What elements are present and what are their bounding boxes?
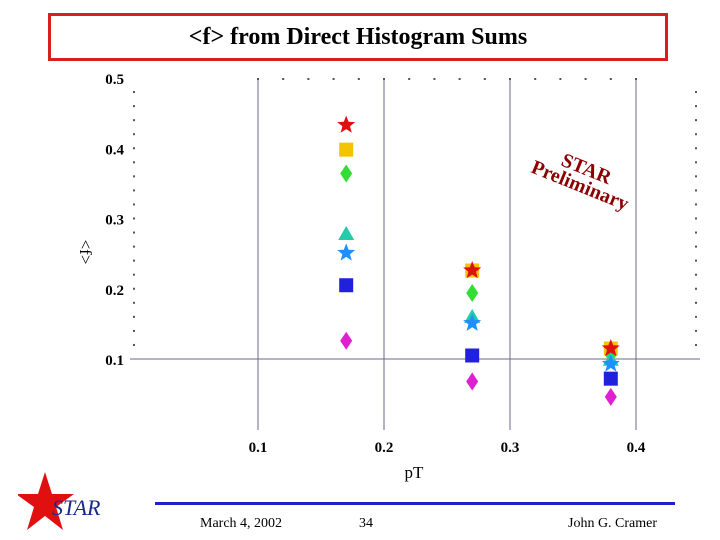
right-minor-tick xyxy=(695,315,697,318)
star-marker xyxy=(463,261,482,279)
square-marker xyxy=(603,371,618,386)
diamond-marker xyxy=(604,387,617,406)
top-minor-tick xyxy=(635,78,637,80)
top-minor-tick xyxy=(609,78,612,80)
right-minor-tick xyxy=(695,105,697,108)
square-marker xyxy=(339,142,354,157)
square-marker xyxy=(465,348,480,363)
left-minor-tick xyxy=(133,217,135,220)
top-minor-tick xyxy=(307,78,310,80)
right-minor-tick xyxy=(695,273,697,276)
diamond-marker xyxy=(466,372,479,391)
left-minor-tick xyxy=(133,189,135,192)
triangle-marker xyxy=(338,225,355,240)
data-markers xyxy=(337,115,620,406)
top-minor-tick xyxy=(584,78,587,80)
top-minor-tick xyxy=(559,78,562,80)
diamond-marker xyxy=(340,331,353,350)
left-minor-tick xyxy=(133,329,135,332)
right-minor-tick xyxy=(695,231,697,234)
left-minor-tick xyxy=(133,91,135,94)
left-minor-tick xyxy=(133,147,135,150)
y-tick-label: 0.1 xyxy=(105,353,124,369)
y-axis-title: <f> xyxy=(76,240,95,265)
top-minor-tick xyxy=(282,78,285,80)
left-minor-tick xyxy=(133,133,135,136)
footer-date: March 4, 2002 xyxy=(200,516,283,531)
top-minor-tick xyxy=(458,78,461,80)
y-tick-label: 0.3 xyxy=(105,213,124,229)
axis-ticks xyxy=(133,78,697,346)
right-minor-tick xyxy=(695,189,697,192)
left-minor-tick xyxy=(133,259,135,262)
right-minor-tick xyxy=(695,161,697,164)
left-minor-tick xyxy=(133,287,135,290)
x-tick-label: 0.4 xyxy=(627,440,646,456)
slide-title-box: <f> from Direct Histogram Sums xyxy=(48,13,668,61)
x-tick-label: 0.2 xyxy=(375,440,394,456)
top-minor-tick xyxy=(433,78,436,80)
right-minor-tick xyxy=(695,287,697,290)
right-minor-tick xyxy=(695,259,697,262)
footer-divider xyxy=(155,502,675,505)
left-minor-tick xyxy=(133,175,135,178)
y-tick-label: 0.2 xyxy=(105,283,124,299)
left-minor-tick xyxy=(133,161,135,164)
top-minor-tick xyxy=(357,78,360,80)
square-marker xyxy=(339,278,354,293)
top-minor-tick xyxy=(408,78,411,80)
slide-title: <f> from Direct Histogram Sums xyxy=(188,23,528,50)
right-minor-tick xyxy=(695,245,697,248)
right-minor-tick xyxy=(695,329,697,332)
left-minor-tick xyxy=(133,245,135,248)
right-minor-tick xyxy=(695,91,697,94)
left-minor-tick xyxy=(133,203,135,206)
star-marker xyxy=(337,243,356,261)
left-minor-tick xyxy=(133,315,135,318)
footer-page-number: 34 xyxy=(359,516,373,531)
left-minor-tick xyxy=(133,119,135,122)
right-minor-tick xyxy=(695,175,697,178)
star-marker xyxy=(463,313,482,331)
top-minor-tick xyxy=(483,78,486,80)
diamond-marker xyxy=(466,283,479,302)
left-minor-tick xyxy=(133,231,135,234)
right-minor-tick xyxy=(695,301,697,304)
axis-labels: 0.1 0.2 0.3 0.4 0.5 0.1 0.2 0.3 0.4 pT <f> xyxy=(76,72,646,482)
left-minor-tick xyxy=(133,301,135,304)
top-minor-tick xyxy=(332,78,335,80)
footer-author: John G. Cramer xyxy=(568,516,658,531)
left-minor-tick xyxy=(133,105,135,108)
right-minor-tick xyxy=(695,217,697,220)
left-minor-tick xyxy=(133,343,135,346)
x-axis-title: pT xyxy=(405,463,425,482)
top-minor-tick xyxy=(383,78,385,80)
top-minor-tick xyxy=(534,78,537,80)
star-marker xyxy=(601,339,620,357)
left-minor-tick xyxy=(133,273,135,276)
right-minor-tick xyxy=(695,343,697,346)
right-minor-tick xyxy=(695,119,697,122)
top-minor-tick xyxy=(257,78,259,80)
right-minor-tick xyxy=(695,203,697,206)
grid-lines xyxy=(130,78,700,430)
star-marker xyxy=(337,115,356,133)
star-logo-text: STAR xyxy=(52,495,101,520)
star-logo-icon xyxy=(18,472,74,530)
y-tick-label: 0.4 xyxy=(105,142,124,158)
x-tick-label: 0.3 xyxy=(501,440,520,456)
y-tick-label: 0.5 xyxy=(105,72,124,88)
top-minor-tick xyxy=(509,78,511,80)
right-minor-tick xyxy=(695,133,697,136)
x-tick-label: 0.1 xyxy=(249,440,268,456)
right-minor-tick xyxy=(695,147,697,150)
star-marker xyxy=(601,354,620,372)
diamond-marker xyxy=(340,164,353,183)
